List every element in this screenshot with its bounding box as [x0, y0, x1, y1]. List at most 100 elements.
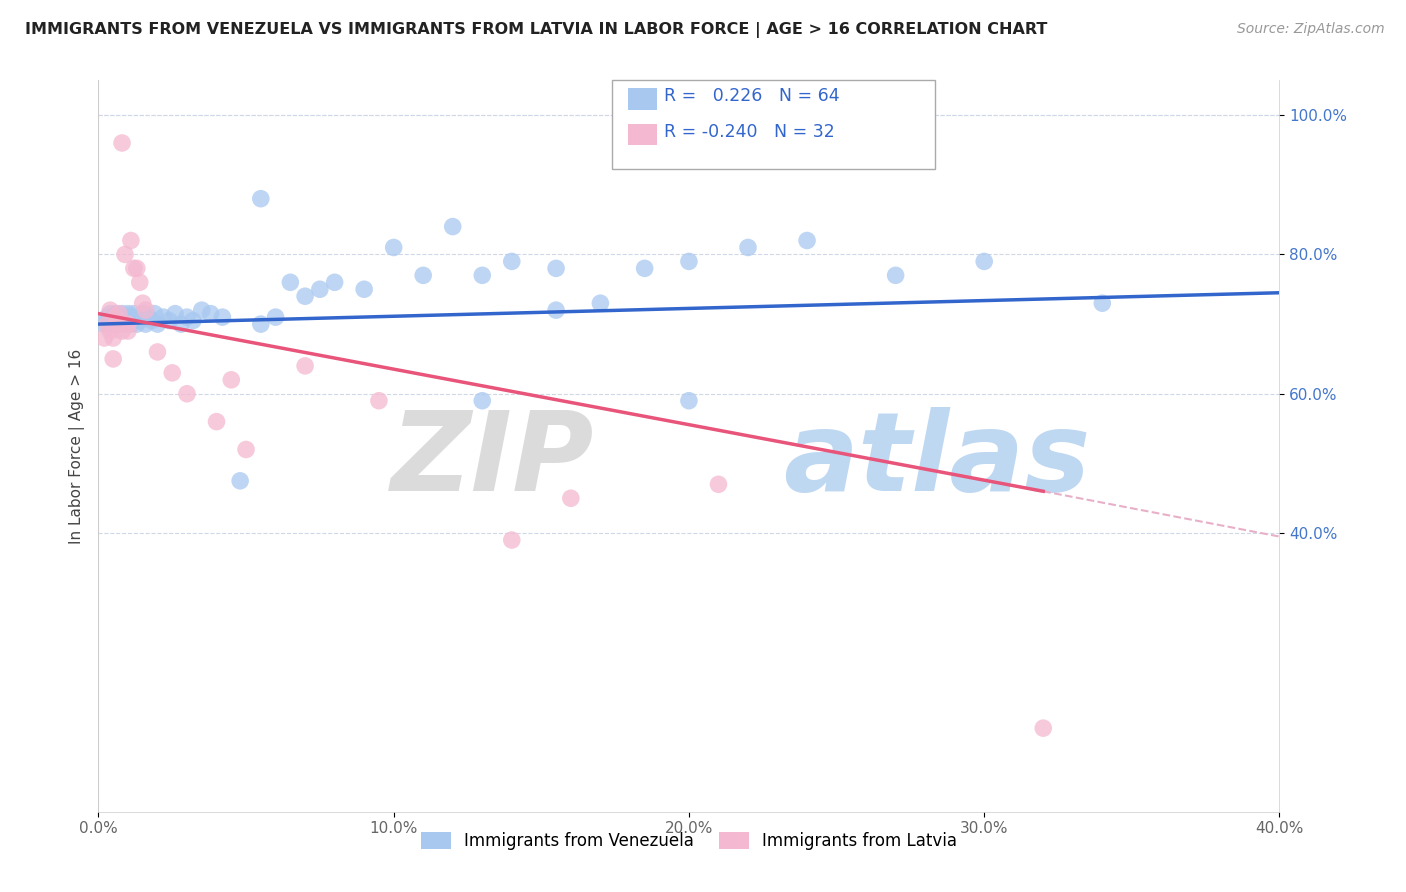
- Point: [108, 317, 131, 331]
- Point: [105, 307, 128, 321]
- Point: [309, 282, 332, 296]
- Point: [165, 307, 187, 321]
- Point: [98, 313, 121, 327]
- Point: [235, 442, 257, 457]
- Point: [114, 317, 136, 331]
- Text: R = -0.240   N = 32: R = -0.240 N = 32: [664, 123, 834, 141]
- Point: [125, 317, 148, 331]
- Text: atlas: atlas: [783, 407, 1091, 514]
- Point: [98, 303, 121, 318]
- Point: [98, 307, 121, 321]
- Point: [973, 254, 995, 268]
- Point: [170, 317, 193, 331]
- Point: [382, 240, 405, 254]
- Point: [264, 310, 287, 325]
- Point: [135, 317, 157, 331]
- Point: [157, 313, 180, 327]
- Point: [796, 234, 818, 248]
- Point: [501, 533, 523, 547]
- Point: [589, 296, 612, 310]
- Point: [96, 317, 118, 331]
- Point: [250, 192, 273, 206]
- Point: [471, 393, 494, 408]
- Point: [108, 310, 131, 325]
- Point: [105, 313, 128, 327]
- Point: [176, 310, 198, 325]
- Point: [143, 307, 166, 321]
- Point: [884, 268, 907, 283]
- Point: [132, 307, 155, 321]
- Point: [1032, 721, 1054, 735]
- Point: [122, 307, 145, 321]
- Point: [441, 219, 464, 234]
- Point: [162, 366, 183, 380]
- Point: [108, 317, 131, 331]
- Point: [135, 303, 157, 318]
- Point: [146, 345, 169, 359]
- Point: [294, 359, 316, 373]
- Point: [96, 310, 118, 325]
- Point: [471, 268, 494, 283]
- Text: ZIP: ZIP: [391, 407, 595, 514]
- Point: [128, 313, 150, 327]
- Point: [103, 351, 125, 366]
- Point: [200, 307, 222, 321]
- Point: [103, 310, 125, 325]
- Point: [117, 313, 139, 327]
- Point: [98, 324, 121, 338]
- Point: [122, 261, 145, 276]
- Point: [114, 247, 136, 261]
- Point: [678, 393, 700, 408]
- Point: [152, 310, 174, 325]
- Text: Source: ZipAtlas.com: Source: ZipAtlas.com: [1237, 22, 1385, 37]
- Legend: Immigrants from Venezuela, Immigrants from Latvia: Immigrants from Venezuela, Immigrants fr…: [412, 823, 966, 858]
- Point: [412, 268, 434, 283]
- Point: [294, 289, 316, 303]
- Point: [280, 275, 302, 289]
- Point: [108, 307, 131, 321]
- Point: [93, 331, 115, 345]
- Point: [323, 275, 346, 289]
- Point: [93, 317, 115, 331]
- Text: IMMIGRANTS FROM VENEZUELA VS IMMIGRANTS FROM LATVIA IN LABOR FORCE | AGE > 16 CO: IMMIGRANTS FROM VENEZUELA VS IMMIGRANTS …: [25, 22, 1047, 38]
- Point: [132, 296, 155, 310]
- Y-axis label: In Labor Force | Age > 16: In Labor Force | Age > 16: [69, 349, 84, 543]
- Point: [111, 307, 134, 321]
- Point: [1091, 296, 1114, 310]
- Text: R =   0.226   N = 64: R = 0.226 N = 64: [664, 87, 839, 105]
- Point: [176, 386, 198, 401]
- Point: [125, 261, 148, 276]
- Point: [141, 313, 163, 327]
- Point: [122, 313, 145, 327]
- Point: [114, 310, 136, 325]
- Point: [221, 373, 243, 387]
- Point: [117, 307, 139, 321]
- Point: [737, 240, 759, 254]
- Point: [707, 477, 730, 491]
- Point: [368, 393, 391, 408]
- Point: [353, 282, 375, 296]
- Point: [181, 313, 204, 327]
- Point: [546, 261, 568, 276]
- Point: [128, 275, 150, 289]
- Point: [111, 136, 134, 150]
- Point: [105, 310, 128, 325]
- Point: [191, 303, 214, 318]
- Point: [634, 261, 657, 276]
- Point: [132, 310, 155, 325]
- Point: [117, 324, 139, 338]
- Point: [117, 317, 139, 331]
- Point: [120, 317, 142, 331]
- Point: [103, 317, 125, 331]
- Point: [678, 254, 700, 268]
- Point: [211, 310, 233, 325]
- Point: [120, 234, 142, 248]
- Point: [111, 313, 134, 327]
- Point: [111, 324, 134, 338]
- Point: [501, 254, 523, 268]
- Point: [560, 491, 582, 506]
- Point: [205, 415, 228, 429]
- Point: [120, 310, 142, 325]
- Point: [546, 303, 568, 318]
- Point: [146, 317, 169, 331]
